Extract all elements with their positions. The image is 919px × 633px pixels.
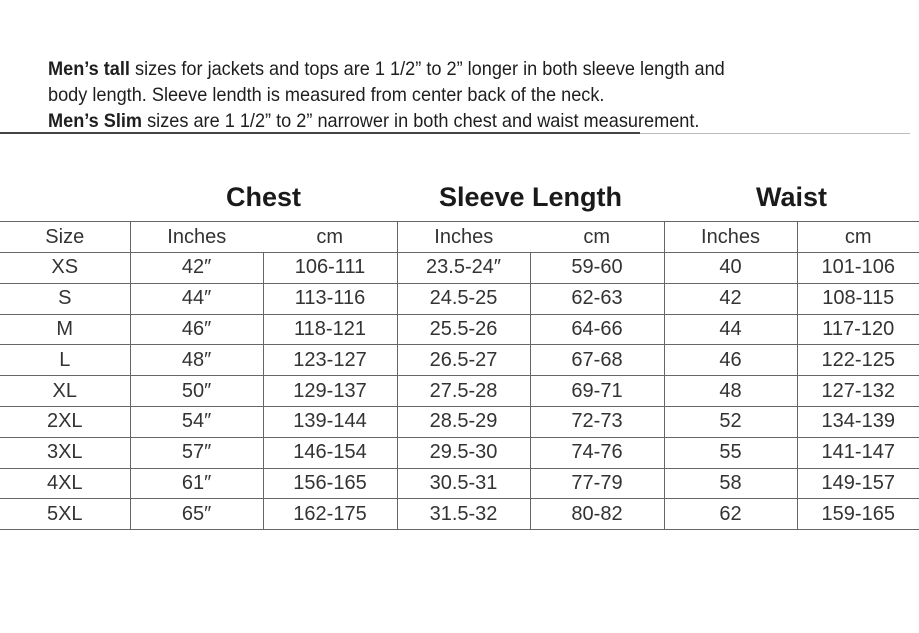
table-cell: 106-111 (262, 252, 398, 284)
table-cell: 44 (663, 313, 798, 346)
table-cell: 139-144 (262, 405, 398, 438)
table-cell: 74-76 (529, 436, 665, 469)
note-sleeve: body length. Sleeve lendth is measured f… (48, 84, 605, 106)
table-cell: 129-137 (262, 375, 398, 407)
column-header: cm (530, 221, 665, 253)
table-cell: 117-120 (796, 313, 919, 346)
table-cell: XL (0, 375, 131, 407)
table-row: M 46″ 118-121 25.5-26 64-66 44 117-120 (0, 313, 919, 346)
table-row: L 48″ 123-127 26.5-27 67-68 46 122-125 (0, 344, 919, 377)
note-slim: Men’s Slim sizes are 1 1/2” to 2” narrow… (48, 108, 725, 134)
column-header: Inches (396, 221, 530, 253)
table-cell: 46″ (129, 313, 264, 346)
table-cell: 123-127 (262, 344, 398, 377)
table-cell: 141-147 (796, 436, 919, 469)
size-notes: Men’s tall sizes for jackets and tops ar… (48, 56, 725, 134)
size-table: Size Inches cm Inches cm Inches cm XS 42″ 106-111… (0, 221, 919, 531)
group-chest: Chest (225, 182, 301, 212)
table-row: S 44″ 113-116 24.5-25 62-63 42 108-115 (0, 282, 919, 315)
column-header: cm (796, 221, 919, 253)
table-cell: 127-132 (796, 375, 919, 407)
table-cell: 48 (663, 375, 798, 407)
table-row: 3XL 57″ 146-154 29.5-30 74-76 55 141-147 (0, 436, 919, 469)
table-row: XS 42″ 106-111 23.5-24″ 59-60 40 101-106 (0, 252, 919, 284)
header-row: Size Inches cm Inches cm Inches cm (0, 221, 919, 253)
table-cell: 26.5-27 (396, 344, 531, 377)
table-cell: 159-165 (796, 498, 919, 531)
table-cell: 67-68 (529, 344, 665, 377)
table-cell: 40 (663, 252, 798, 284)
column-header: cm (263, 221, 398, 253)
group-waist: Waist (755, 182, 827, 212)
column-header: Size (0, 221, 131, 253)
table-cell: 31.5-32 (396, 498, 531, 531)
group-sleeve-length: Sleeve Length (438, 182, 623, 212)
table-cell: 162-175 (262, 498, 398, 531)
note-tall: Men’s tall sizes for jackets and tops ar… (48, 56, 725, 82)
table-cell: S (0, 282, 131, 315)
table-cell: 108-115 (796, 282, 919, 315)
divider-light (640, 133, 910, 134)
table-cell: 101-106 (796, 252, 919, 284)
table-cell: 65″ (129, 498, 264, 531)
table-cell: 156-165 (262, 467, 398, 500)
table-cell: 149-157 (796, 467, 919, 500)
table-cell: L (0, 344, 131, 377)
table-cell: 29.5-30 (396, 436, 531, 469)
note-tall-label: Men’s tall (48, 58, 130, 80)
table-row: XL 50″ 129-137 27.5-28 69-71 48 127-132 (0, 375, 919, 407)
table-cell: 122-125 (796, 344, 919, 377)
table-cell: 72-73 (529, 405, 665, 438)
table-cell: 80-82 (529, 498, 665, 531)
table-cell: 27.5-28 (396, 375, 531, 407)
table-cell: 69-71 (529, 375, 665, 407)
column-header: Inches (663, 221, 798, 253)
table-cell: 62-63 (529, 282, 665, 315)
table-cell: 3XL (0, 436, 131, 469)
table-cell: 54″ (129, 405, 264, 438)
table-cell: 55 (663, 436, 798, 469)
table-cell: 28.5-29 (396, 405, 531, 438)
table-cell: 61″ (129, 467, 264, 500)
table-cell: 58 (663, 467, 798, 500)
table-cell: 118-121 (262, 313, 398, 346)
table-row: 5XL 65″ 162-175 31.5-32 80-82 62 159-165 (0, 498, 919, 531)
table-cell: 57″ (129, 436, 264, 469)
table-cell: 42″ (129, 252, 264, 284)
table-cell: 2XL (0, 405, 131, 438)
table-cell: 25.5-26 (396, 313, 531, 346)
table-cell: 24.5-25 (396, 282, 531, 315)
table-row: 2XL 54″ 139-144 28.5-29 72-73 52 134-139 (0, 405, 919, 438)
table-cell: 42 (663, 282, 798, 315)
table-cell: 64-66 (529, 313, 665, 346)
table-cell: XS (0, 252, 131, 284)
table-cell: 50″ (129, 375, 264, 407)
table-row: 4XL 61″ 156-165 30.5-31 77-79 58 149-157 (0, 467, 919, 500)
table-cell: 52 (663, 405, 798, 438)
table-cell: 48″ (129, 344, 264, 377)
table-cell: M (0, 313, 131, 346)
table-cell: 4XL (0, 467, 131, 500)
divider (0, 132, 640, 134)
note-tall-text: sizes for jackets and tops are 1 1/2” to… (129, 58, 725, 80)
note-slim-text: sizes are 1 1/2” to 2” narrower in both … (142, 110, 700, 132)
table-cell: 44″ (129, 282, 264, 315)
table-cell: 30.5-31 (396, 467, 531, 500)
table-cell: 146-154 (262, 436, 398, 469)
table-cell: 5XL (0, 498, 131, 531)
table-cell: 77-79 (529, 467, 665, 500)
table-cell: 62 (663, 498, 798, 531)
table-cell: 134-139 (796, 405, 919, 438)
column-header: Inches (129, 221, 263, 253)
table-cell: 46 (663, 344, 798, 377)
table-cell: 59-60 (529, 252, 665, 284)
table-cell: 23.5-24″ (396, 252, 531, 284)
note-slim-label: Men’s Slim (48, 110, 143, 132)
table-cell: 113-116 (262, 282, 398, 315)
